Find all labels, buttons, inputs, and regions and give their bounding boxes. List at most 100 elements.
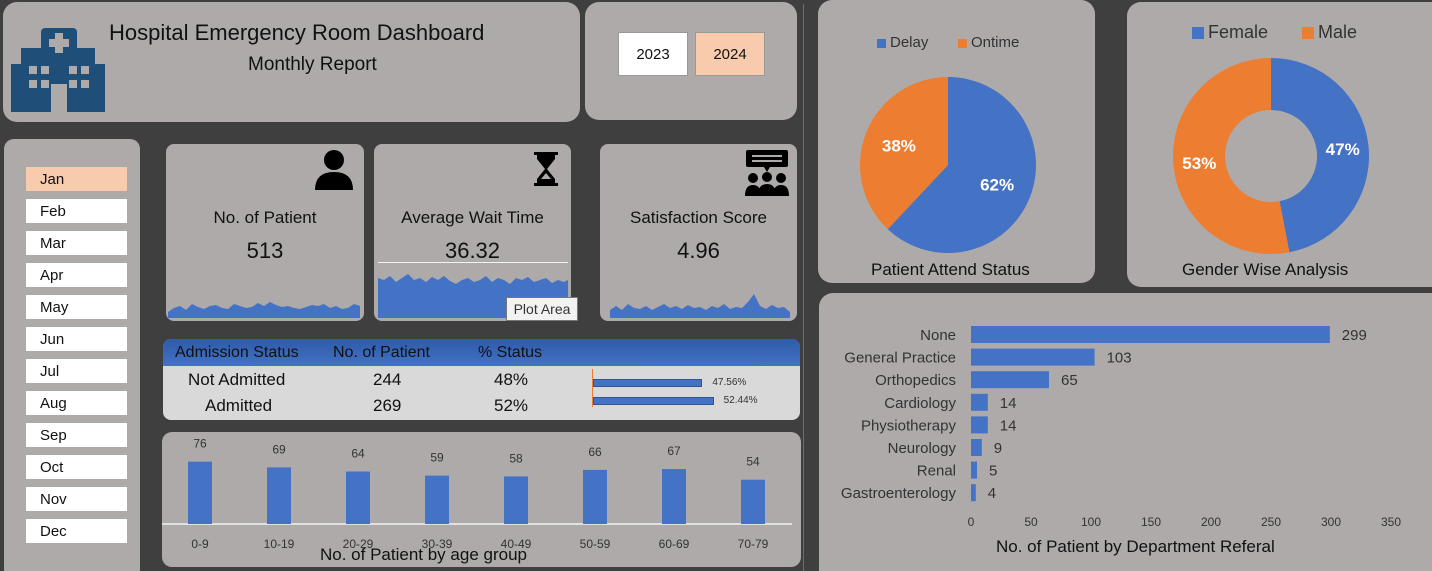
gender-legend-swatch-female [1192,27,1204,39]
department-chart-card: None 299 General Practice 103 Orthopedics 65 C… [819,293,1432,571]
person-icon [315,150,353,190]
age-tick-0-9: 0-9 [191,537,209,551]
attend-legend-delay: Delay [890,34,929,51]
kpi-card-satisfaction: Satisfaction Score 4.96 [600,144,797,321]
dept-xtick-300: 300 [1321,515,1341,529]
month-button-jan[interactable]: Jan [25,166,128,192]
row-pct-admitted: 52% [494,396,529,415]
plot-area-tooltip: Plot Area [506,297,578,321]
age-bar-20-29 [346,471,370,524]
dept-xtick-0: 0 [968,515,975,529]
dept-xtick-50: 50 [1024,515,1038,529]
dept-value-none: 299 [1342,327,1367,344]
age-bar-50-59 [583,469,607,524]
dashboard-subtitle: Monthly Report [248,54,377,75]
dept-bar-orthopedics [971,371,1049,389]
department-referral-chart: None 299 General Practice 103 Orthopedics 65 C… [841,326,1401,529]
age-bar-10-19 [267,467,291,524]
attend-label-ontime: 38% [882,137,916,156]
kpi-card-wait-time: Average Wait Time 36.32 [374,144,571,321]
age-bar-70-79 [741,479,765,524]
month-button-feb[interactable]: Feb [25,198,128,224]
dept-label-physiotherapy: Physiotherapy [861,417,957,434]
dept-label-renal: Renal [917,463,956,480]
dept-xtick-200: 200 [1201,515,1221,529]
dept-value-orthopedics: 65 [1061,372,1078,389]
month-button-nov[interactable]: Nov [25,486,128,512]
gender-label-female: 47% [1326,140,1360,159]
row-pct-not-admitted: 48% [494,370,529,389]
dept-value-gastroenterology: 4 [988,485,996,502]
dept-label-general-practice: General Practice [844,350,956,367]
dept-bar-renal [971,461,977,479]
age-tick-70-79: 70-79 [738,537,769,551]
satisfaction-sparkline [610,294,790,318]
age-tick-30-39: 30-39 [422,537,453,551]
dept-value-cardiology: 14 [1000,395,1017,412]
kpi-card-patients: No. of Patient 513 [166,144,364,321]
row-count-not-admitted: 244 [373,370,402,389]
month-button-aug[interactable]: Aug [25,390,128,416]
patients-sparkline [168,302,360,318]
month-button-sep[interactable]: Sep [25,422,128,448]
month-button-dec[interactable]: Dec [25,518,128,544]
gender-legend-swatch-male [1302,27,1314,39]
attend-title: Patient Attend Status [871,260,1030,279]
dept-xtick-100: 100 [1081,515,1101,529]
attend-label-delay: 62% [980,175,1014,194]
attend-status-card: 62% 38% Delay Ontime Patient Attend Status [818,0,1095,283]
month-button-jul[interactable]: Jul [25,358,128,384]
month-button-may[interactable]: May [25,294,128,320]
dept-value-renal: 5 [989,463,997,480]
year-2024-button[interactable]: 2024 [695,32,765,76]
kpi-wait-value: 36.32 [444,238,501,263]
month-button-jun[interactable]: Jun [25,326,128,352]
row-status-admitted: Admitted [205,396,273,415]
age-bar-value-30-39: 59 [430,451,444,465]
header-card: Hospital Emergency Room Dashboard Monthl… [3,2,580,122]
gender-legend-female: Female [1208,22,1268,42]
admission-table-header [163,339,800,366]
dept-bar-gastroenterology [971,484,976,502]
month-button-oct[interactable]: Oct [25,454,128,480]
age-bar-value-40-49: 58 [509,451,523,465]
year-2023-button[interactable]: 2023 [618,32,688,76]
age-tick-50-59: 50-59 [580,537,611,551]
gender-donut-chart: 47% 53% Female Male [1173,22,1369,254]
gender-slice-male [1173,58,1290,254]
dept-xtick-150: 150 [1141,515,1161,529]
attend-legend-ontime: Ontime [971,34,1019,51]
dept-xtick-350: 350 [1381,515,1401,529]
admission-table: Admission Status No. of Patient % Status… [163,339,800,420]
age-tick-20-29: 20-29 [343,537,374,551]
sparkline-top-line [378,262,568,263]
pct-bar-not-admitted [593,379,703,387]
age-bar-value-70-79: 54 [746,455,760,469]
kpi-patients-label: No. of Patient [213,208,317,227]
pct-bar-axis [592,369,593,407]
month-button-mar[interactable]: Mar [25,230,128,256]
kpi-satisfaction-value: 4.96 [677,238,720,263]
age-bar-value-20-29: 64 [351,447,365,461]
month-button-apr[interactable]: Apr [25,262,128,288]
dept-bar-cardiology [971,393,988,411]
hospital-icon [11,28,105,112]
age-group-chart: 76 0-9 69 10-19 64 20-29 59 30-39 58 40-49 66 50-59… [162,437,792,551]
feedback-group-icon [745,150,789,196]
department-chart-title: No. of Patient by Department Referal [996,537,1275,556]
attend-legend-swatch-delay [877,39,886,48]
age-bar-0-9 [188,461,212,524]
pct-bar-label-admitted: 52.44% [723,395,758,406]
age-bar-value-50-59: 66 [588,445,602,459]
attend-legend-swatch-ontime [958,39,967,48]
age-tick-10-19: 10-19 [264,537,295,551]
age-bar-value-10-19: 69 [272,442,286,456]
attend-slice-delay [887,77,1036,253]
age-bar-value-0-9: 76 [193,437,207,451]
divider-line [803,4,804,571]
gender-slice-female [1271,58,1369,253]
header-pct-status: % Status [478,344,543,361]
age-bar-40-49 [504,476,528,524]
hourglass-icon [534,152,558,186]
row-count-admitted: 269 [373,396,402,415]
